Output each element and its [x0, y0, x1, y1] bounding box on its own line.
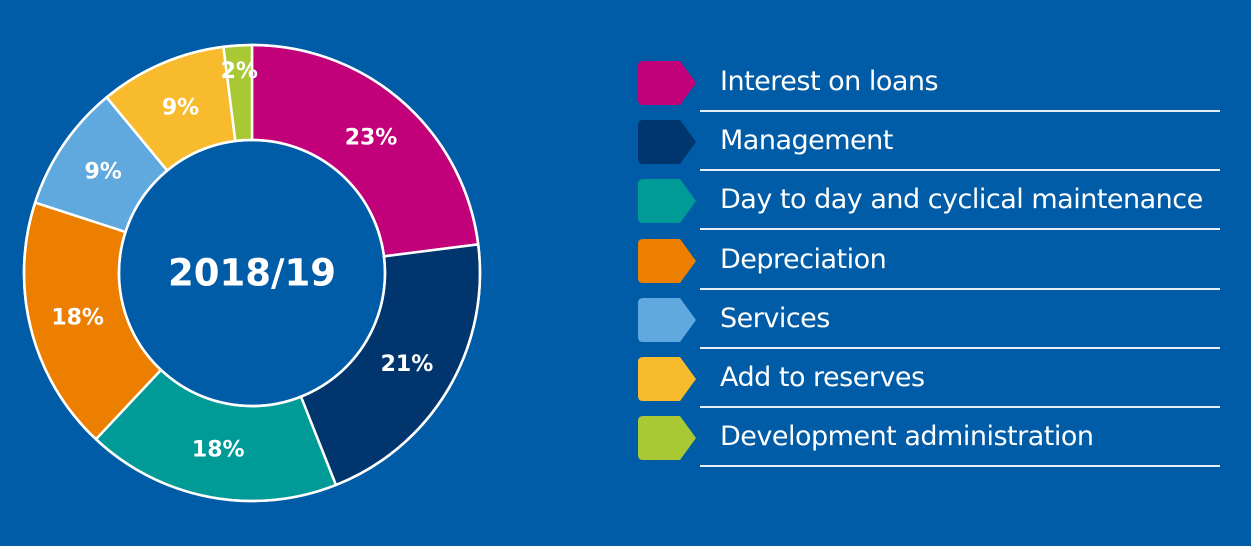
- legend-divider: [700, 346, 1220, 349]
- slice-label-management: 21%: [381, 352, 434, 377]
- donut-outer-rim: [22, 43, 482, 503]
- legend-swatch-services: [638, 297, 696, 342]
- legend-item-management: Management: [638, 117, 1220, 176]
- slice-label-day-to-day-and-cyclical-maintenance: 18%: [192, 437, 245, 462]
- slice-label-services: 9%: [84, 159, 121, 184]
- legend-item-depreciation: Depreciation: [638, 236, 1220, 295]
- legend-item-add-to-reserves: Add to reserves: [638, 354, 1220, 413]
- slice-label-interest-on-loans: 23%: [345, 125, 398, 150]
- slice-label-development-administration: 2%: [221, 59, 258, 84]
- legend-swatch-day-to-day-and-cyclical-maintenance: [638, 179, 696, 224]
- legend-divider: [700, 405, 1220, 408]
- legend-divider: [700, 169, 1220, 172]
- legend-swatch-interest-on-loans: [638, 61, 696, 105]
- legend-swatch-add-to-reserves: [638, 356, 696, 401]
- legend-swatch-depreciation: [638, 238, 696, 283]
- legend-divider: [700, 228, 1220, 231]
- legend-label-depreciation: Depreciation: [720, 243, 887, 275]
- donut-slices: [22, 43, 482, 503]
- slice-label-depreciation: 18%: [51, 305, 104, 330]
- legend-item-development-administration: Development administration: [638, 413, 1220, 472]
- slice-label-add-to-reserves: 9%: [162, 95, 199, 120]
- legend-label-services: Services: [720, 302, 830, 334]
- legend-item-interest-on-loans: Interest on loans: [638, 58, 1220, 117]
- donut-inner-rim: [117, 138, 387, 408]
- legend-divider: [700, 465, 1220, 468]
- legend-item-day-to-day-and-cyclical-maintenance: Day to day and cyclical maintenance: [638, 176, 1220, 235]
- legend-item-services: Services: [638, 295, 1220, 354]
- donut-chart: 23% 21% 18% 18% 9% 9% 2% 2018/19: [22, 43, 482, 503]
- legend-divider: [700, 110, 1220, 112]
- legend-swatch-management: [638, 120, 696, 165]
- chart-legend: Interest on loans Management Day to day an…: [638, 58, 1220, 472]
- legend-label-development-administration: Development administration: [720, 421, 1094, 453]
- legend-label-management: Management: [720, 125, 893, 157]
- legend-swatch-development-administration: [638, 416, 696, 461]
- legend-label-interest-on-loans: Interest on loans: [720, 66, 939, 97]
- legend-divider: [700, 287, 1220, 290]
- legend-label-day-to-day-and-cyclical-maintenance: Day to day and cyclical maintenance: [720, 184, 1203, 216]
- donut-center-label: 2018/19: [168, 252, 336, 295]
- legend-label-add-to-reserves: Add to reserves: [720, 361, 925, 393]
- donut-slice-labels: 23% 21% 18% 18% 9% 9% 2%: [51, 59, 433, 462]
